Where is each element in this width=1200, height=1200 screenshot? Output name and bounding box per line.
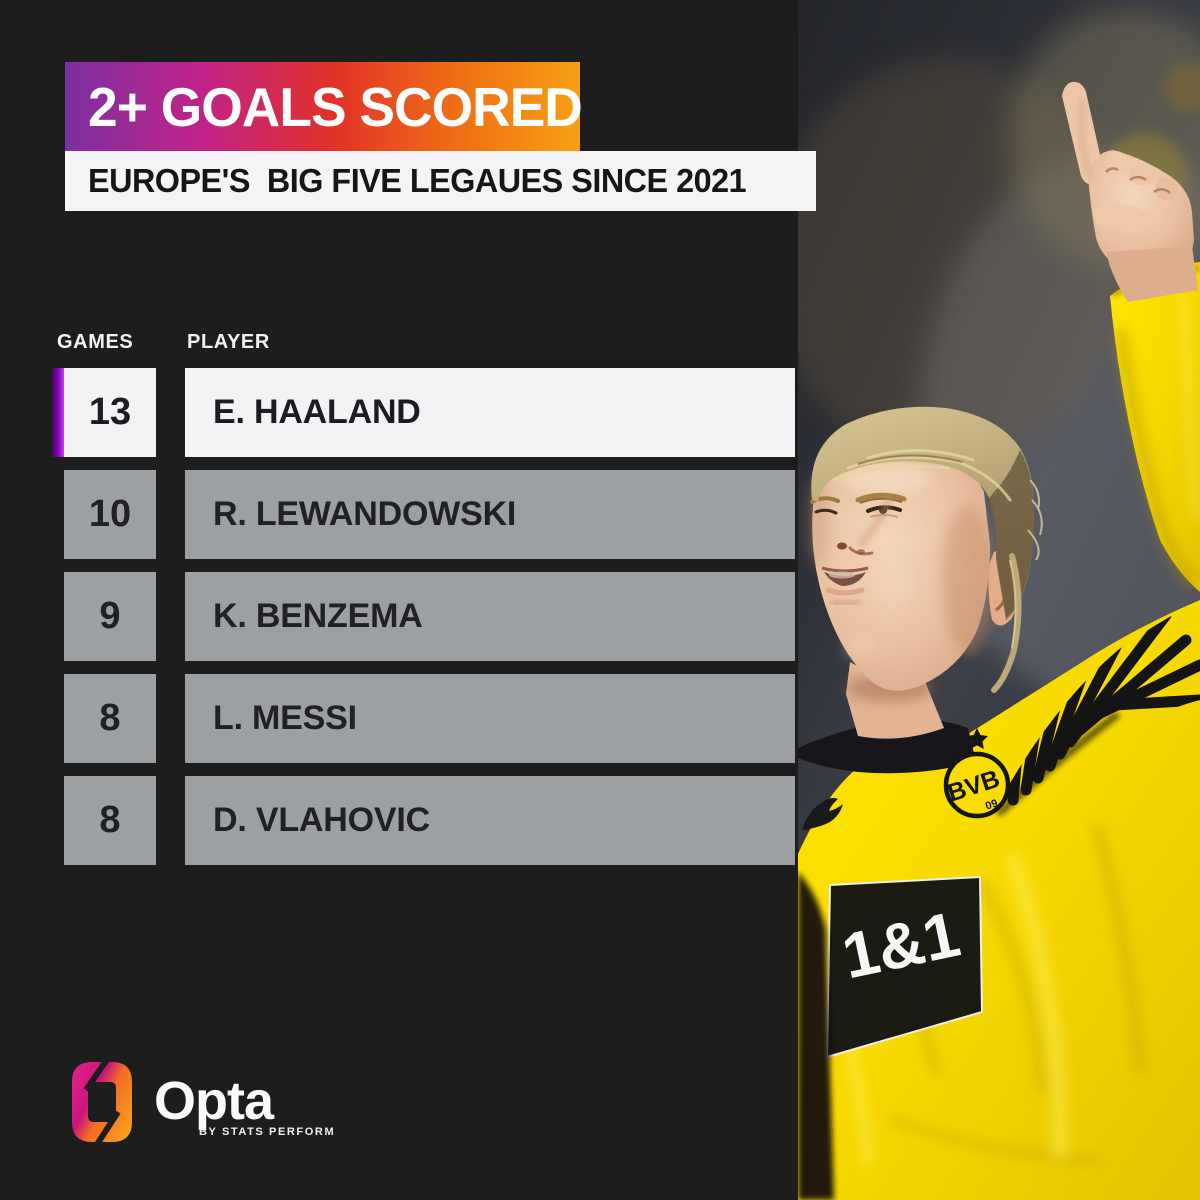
player-head xyxy=(808,406,1043,693)
table-row: 10 R. LEWANDOWSKI xyxy=(52,470,795,559)
player-cell: L. MESSI xyxy=(185,674,795,763)
edge-shadow xyxy=(798,872,834,1200)
accent-spacer xyxy=(52,776,64,865)
cell-gap xyxy=(156,470,185,559)
cell-gap xyxy=(156,674,185,763)
subtitle-band: EUROPE'S BIG FIVE LEGAUES SINCE 2021 xyxy=(65,151,816,211)
accent-spacer xyxy=(52,470,64,559)
opta-logo-icon xyxy=(72,1060,132,1144)
raised-arm xyxy=(1110,262,1200,592)
title-banner: 2+ GOALS SCORED xyxy=(65,62,583,151)
cell-gap xyxy=(156,368,185,457)
puma-logo-icon xyxy=(802,797,843,830)
player-cell: D. VLAHOVIC xyxy=(185,776,795,865)
table-row: 8 L. MESSI xyxy=(52,674,795,763)
highlight-accent-bar xyxy=(52,368,64,457)
player-cell: R. LEWANDOWSKI xyxy=(185,470,795,559)
accent-spacer xyxy=(52,572,64,661)
player-cell: E. HAALAND xyxy=(185,368,795,457)
column-header-player: PLAYER xyxy=(187,331,270,353)
column-header-games: GAMES xyxy=(57,331,134,353)
table-row: 8 D. VLAHOVIC xyxy=(52,776,795,865)
pointing-hand xyxy=(1062,81,1198,302)
page-title: 2+ GOALS SCORED xyxy=(88,75,583,138)
jersey-collar xyxy=(798,719,976,774)
armpit-seam xyxy=(995,711,1121,817)
hair xyxy=(811,406,1034,620)
cell-gap xyxy=(156,572,185,661)
games-cell: 13 xyxy=(64,368,156,457)
sponsor-patch: 1&1 xyxy=(825,875,984,1059)
player-cell: K. BENZEMA xyxy=(185,572,795,661)
brand-subtext: BY STATS PERFORM xyxy=(199,1126,336,1138)
table-row: 13 E. HAALAND xyxy=(52,368,795,457)
games-cell: 8 xyxy=(64,776,156,865)
games-cell: 8 xyxy=(64,674,156,763)
hair-strand xyxy=(991,553,1022,693)
star-icon xyxy=(966,728,988,749)
accent-spacer xyxy=(52,674,64,763)
player-photo: BVB 09 1&1 xyxy=(798,0,1200,1200)
crest-number: 09 xyxy=(984,797,999,812)
brand-name: Opta xyxy=(154,1071,274,1131)
page-subtitle: EUROPE'S BIG FIVE LEGAUES SINCE 2021 xyxy=(88,162,747,199)
bvb-crest: BVB 09 xyxy=(943,728,1011,819)
cell-gap xyxy=(156,776,185,865)
games-cell: 9 xyxy=(64,572,156,661)
table-row: 9 K. BENZEMA xyxy=(52,572,795,661)
games-cell: 10 xyxy=(64,470,156,559)
